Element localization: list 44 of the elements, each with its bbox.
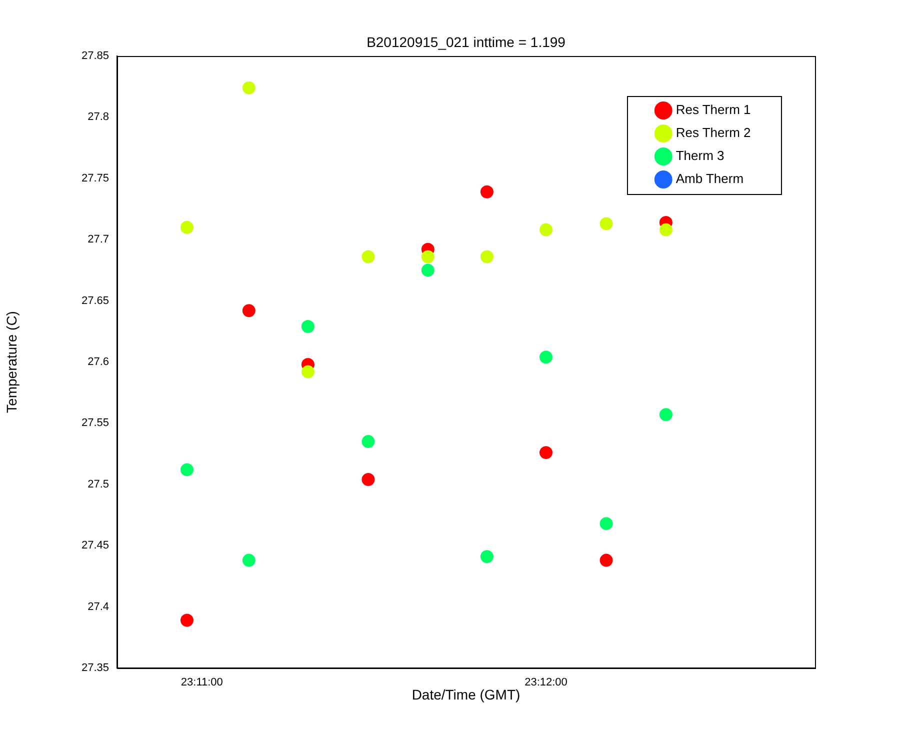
legend-label: Res Therm 1 — [676, 102, 751, 118]
y-tick-label: 27.35 — [81, 662, 109, 674]
point — [180, 220, 194, 234]
y-tick-label: 27.6 — [88, 356, 109, 368]
y-tick-label: 27.45 — [81, 540, 109, 552]
point — [480, 185, 494, 198]
x-axis-title: Date/Time (GMT) — [412, 686, 520, 702]
x-tick-label: 23:11:00 — [180, 676, 223, 689]
y-tick-label: 27.55 — [81, 417, 109, 430]
point — [362, 473, 375, 486]
point — [540, 350, 552, 364]
y-tick-label: 27.85 — [81, 50, 109, 62]
y-tick-label: 27.8 — [88, 111, 109, 124]
y-tick-label: 27.4 — [88, 600, 109, 613]
point — [362, 435, 375, 448]
point — [421, 264, 434, 277]
point — [180, 614, 194, 627]
point — [242, 554, 256, 567]
point — [600, 554, 613, 567]
y-tick-label: 27.65 — [81, 294, 109, 307]
point — [600, 517, 613, 530]
y-tick-label: 27.75 — [81, 172, 109, 184]
point — [242, 81, 256, 94]
y-tick-label: 27.5 — [88, 478, 109, 490]
point — [480, 550, 494, 564]
point — [301, 365, 314, 378]
y-axis-title: Temperature (C) — [3, 311, 20, 413]
legend-label: Therm 3 — [676, 148, 724, 164]
legend-label: Res Therm 2 — [676, 125, 751, 140]
point — [540, 446, 552, 460]
y-tick-label: 27.7 — [88, 234, 109, 246]
point — [600, 217, 613, 230]
point — [301, 320, 314, 334]
point — [480, 250, 494, 264]
point — [659, 408, 672, 422]
point — [659, 223, 672, 236]
point — [421, 250, 434, 264]
point — [540, 223, 552, 236]
point — [362, 250, 375, 264]
chart-title: B20120915_021 inttime = 1.199 — [366, 34, 566, 50]
point — [242, 304, 256, 318]
x-tick-label: 23:12:00 — [524, 676, 568, 689]
legend-label: Amb Therm — [676, 171, 744, 186]
point — [180, 463, 194, 476]
